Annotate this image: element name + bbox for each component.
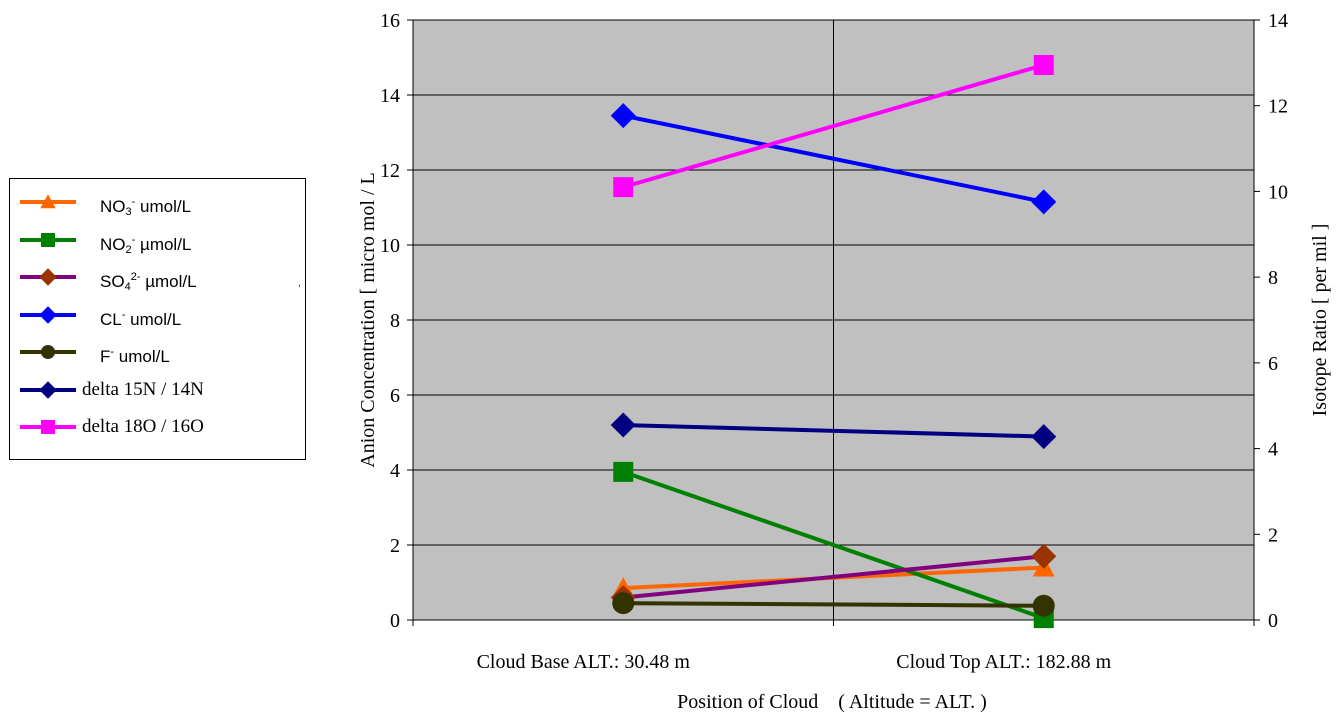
legend-swatch: [20, 305, 76, 324]
legend-label: delta 15N / 14N: [82, 378, 204, 400]
data-point: [1032, 594, 1055, 617]
legend-swatch: [20, 268, 76, 286]
data-point: [1031, 543, 1057, 569]
y2-tick-label: 6: [1268, 353, 1278, 375]
legend-label: NO3- umol/L: [100, 196, 192, 218]
y2-axis-title: Isotope Ratio [ per mil ]: [1309, 224, 1331, 417]
y-tick-label: 0: [390, 610, 400, 632]
legend-swatch: [20, 345, 76, 359]
y2-tick-label: 4: [1268, 439, 1278, 461]
legend-item: NO3- umol/L: [10, 184, 305, 220]
legend-label: delta 18O / 16O: [82, 416, 204, 437]
series-line: [623, 423, 1044, 439]
data-point: [610, 103, 636, 129]
y-tick-label: 2: [390, 535, 400, 557]
x-tick-label: Cloud Base ALT.: 30.48 m: [477, 651, 691, 673]
y-tick-label: 16: [380, 10, 400, 32]
x-tick-label: Cloud Top ALT.: 182.88 m: [896, 651, 1111, 673]
data-point: [1031, 424, 1057, 450]
y2-tick-label: 10: [1268, 181, 1288, 203]
legend-item: SO42- µmol/L: [10, 259, 305, 295]
series-line: [622, 469, 1045, 621]
legend-item: CL- umol/L: [10, 297, 305, 333]
data-point: [613, 177, 634, 198]
legend-swatch: [20, 380, 76, 399]
legend-label: NO2- µmol/L: [100, 233, 192, 256]
series-line: [622, 63, 1045, 190]
y-tick-label: 8: [390, 310, 400, 332]
x-axis-title: Position of Cloud ( Altitude = ALT. ): [677, 691, 987, 713]
y-tick-label: 10: [380, 235, 400, 257]
y2-tick-label: 12: [1268, 96, 1288, 118]
y-tick-label: 14: [380, 85, 400, 107]
legend-label: F- umol/L: [100, 346, 170, 366]
stray-mark: ,: [298, 278, 301, 289]
legend-item: delta 18O / 16O: [10, 409, 305, 445]
y-tick-label: 12: [380, 160, 400, 182]
y-tick-label: 4: [390, 460, 400, 482]
data-point: [610, 412, 636, 438]
data-point: [1033, 55, 1054, 75]
y-tick-label: 6: [390, 385, 400, 407]
series-line: [622, 113, 1045, 204]
legend-swatch: [20, 420, 76, 434]
legend-item: NO2- µmol/L: [10, 222, 305, 258]
y2-tick-label: 14: [1268, 10, 1288, 32]
y2-tick-label: 8: [1268, 267, 1278, 289]
y-axis-title: Anion Concentration [ micro mol / L: [357, 172, 379, 468]
y2-tick-label: 2: [1268, 524, 1278, 546]
series-line: [623, 554, 1044, 600]
legend: NO3- umol/L NO2- µmol/L SO42- µmol/L CL- um…: [9, 178, 306, 460]
legend-item: delta 15N / 14N: [10, 372, 305, 408]
data-point: [613, 461, 634, 482]
legend-item: F- umol/L: [10, 334, 305, 370]
legend-label: SO42- µmol/L: [100, 271, 197, 293]
y2-tick-label: 0: [1268, 610, 1278, 632]
series-line: [623, 601, 1044, 608]
data-point: [612, 592, 635, 615]
legend-swatch: [20, 194, 76, 209]
legend-swatch: [20, 232, 76, 247]
data-point: [1031, 189, 1057, 215]
legend-label: CL- umol/L: [100, 308, 182, 329]
